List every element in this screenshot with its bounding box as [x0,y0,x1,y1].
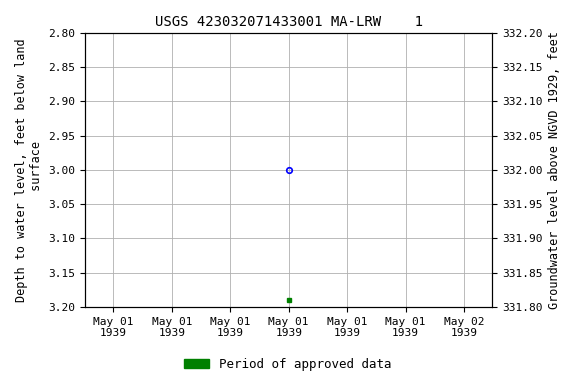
Title: USGS 423032071433001 MA-LRW    1: USGS 423032071433001 MA-LRW 1 [155,15,423,29]
Y-axis label: Depth to water level, feet below land
 surface: Depth to water level, feet below land su… [15,38,43,302]
Y-axis label: Groundwater level above NGVD 1929, feet: Groundwater level above NGVD 1929, feet [548,31,561,309]
Legend: Period of approved data: Period of approved data [179,353,397,376]
